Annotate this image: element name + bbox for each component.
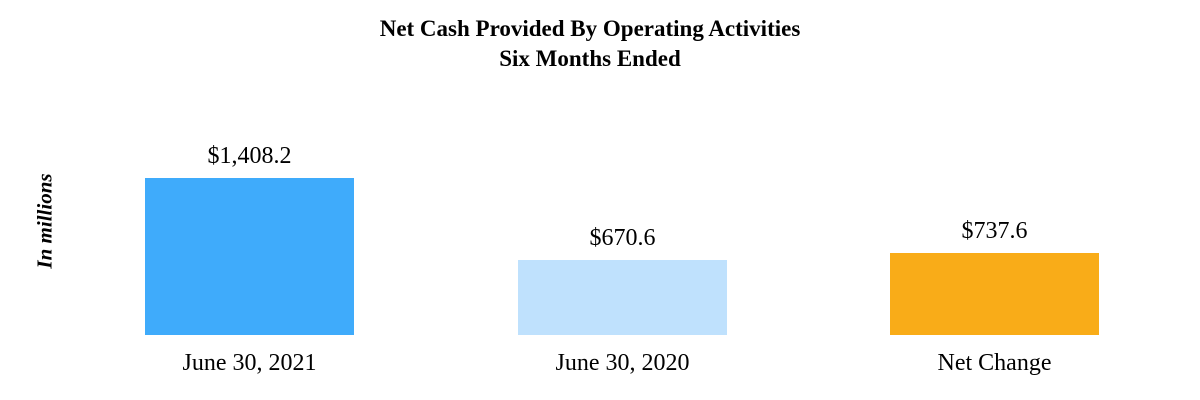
chart-title: Net Cash Provided By Operating Activitie… — [0, 14, 1180, 74]
bar-value-label: $670.6 — [589, 225, 656, 251]
x-axis-category-label: June 30, 2021 — [182, 350, 317, 376]
bar-net-change — [890, 253, 1099, 335]
x-axis-category-label: June 30, 2020 — [555, 350, 690, 376]
chart-title-line2: Six Months Ended — [499, 46, 681, 71]
bar-june-30-2021 — [145, 178, 354, 335]
bar-group-june-30-2021: $1,408.2 — [145, 143, 354, 335]
x-axis-category-label: Net Change — [937, 350, 1052, 376]
chart-title-line1: Net Cash Provided By Operating Activitie… — [379, 16, 801, 41]
bar-june-30-2020 — [518, 260, 727, 335]
y-axis-label-text: In millions — [32, 173, 57, 269]
bar-group-net-change: $737.6 — [890, 218, 1099, 335]
bar-group-june-30-2020: $670.6 — [518, 225, 727, 335]
bar-value-label: $1,408.2 — [207, 143, 292, 169]
bar-value-label: $737.6 — [961, 218, 1028, 244]
